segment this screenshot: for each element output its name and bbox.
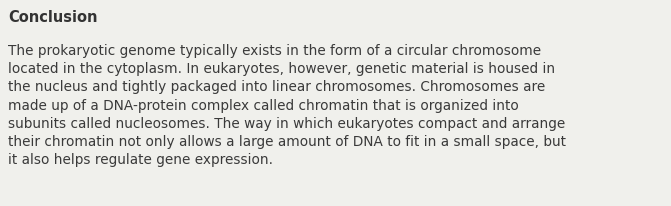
Text: The prokaryotic genome typically exists in the form of a circular chromosome
loc: The prokaryotic genome typically exists … <box>8 44 566 166</box>
Text: Conclusion: Conclusion <box>8 10 97 25</box>
